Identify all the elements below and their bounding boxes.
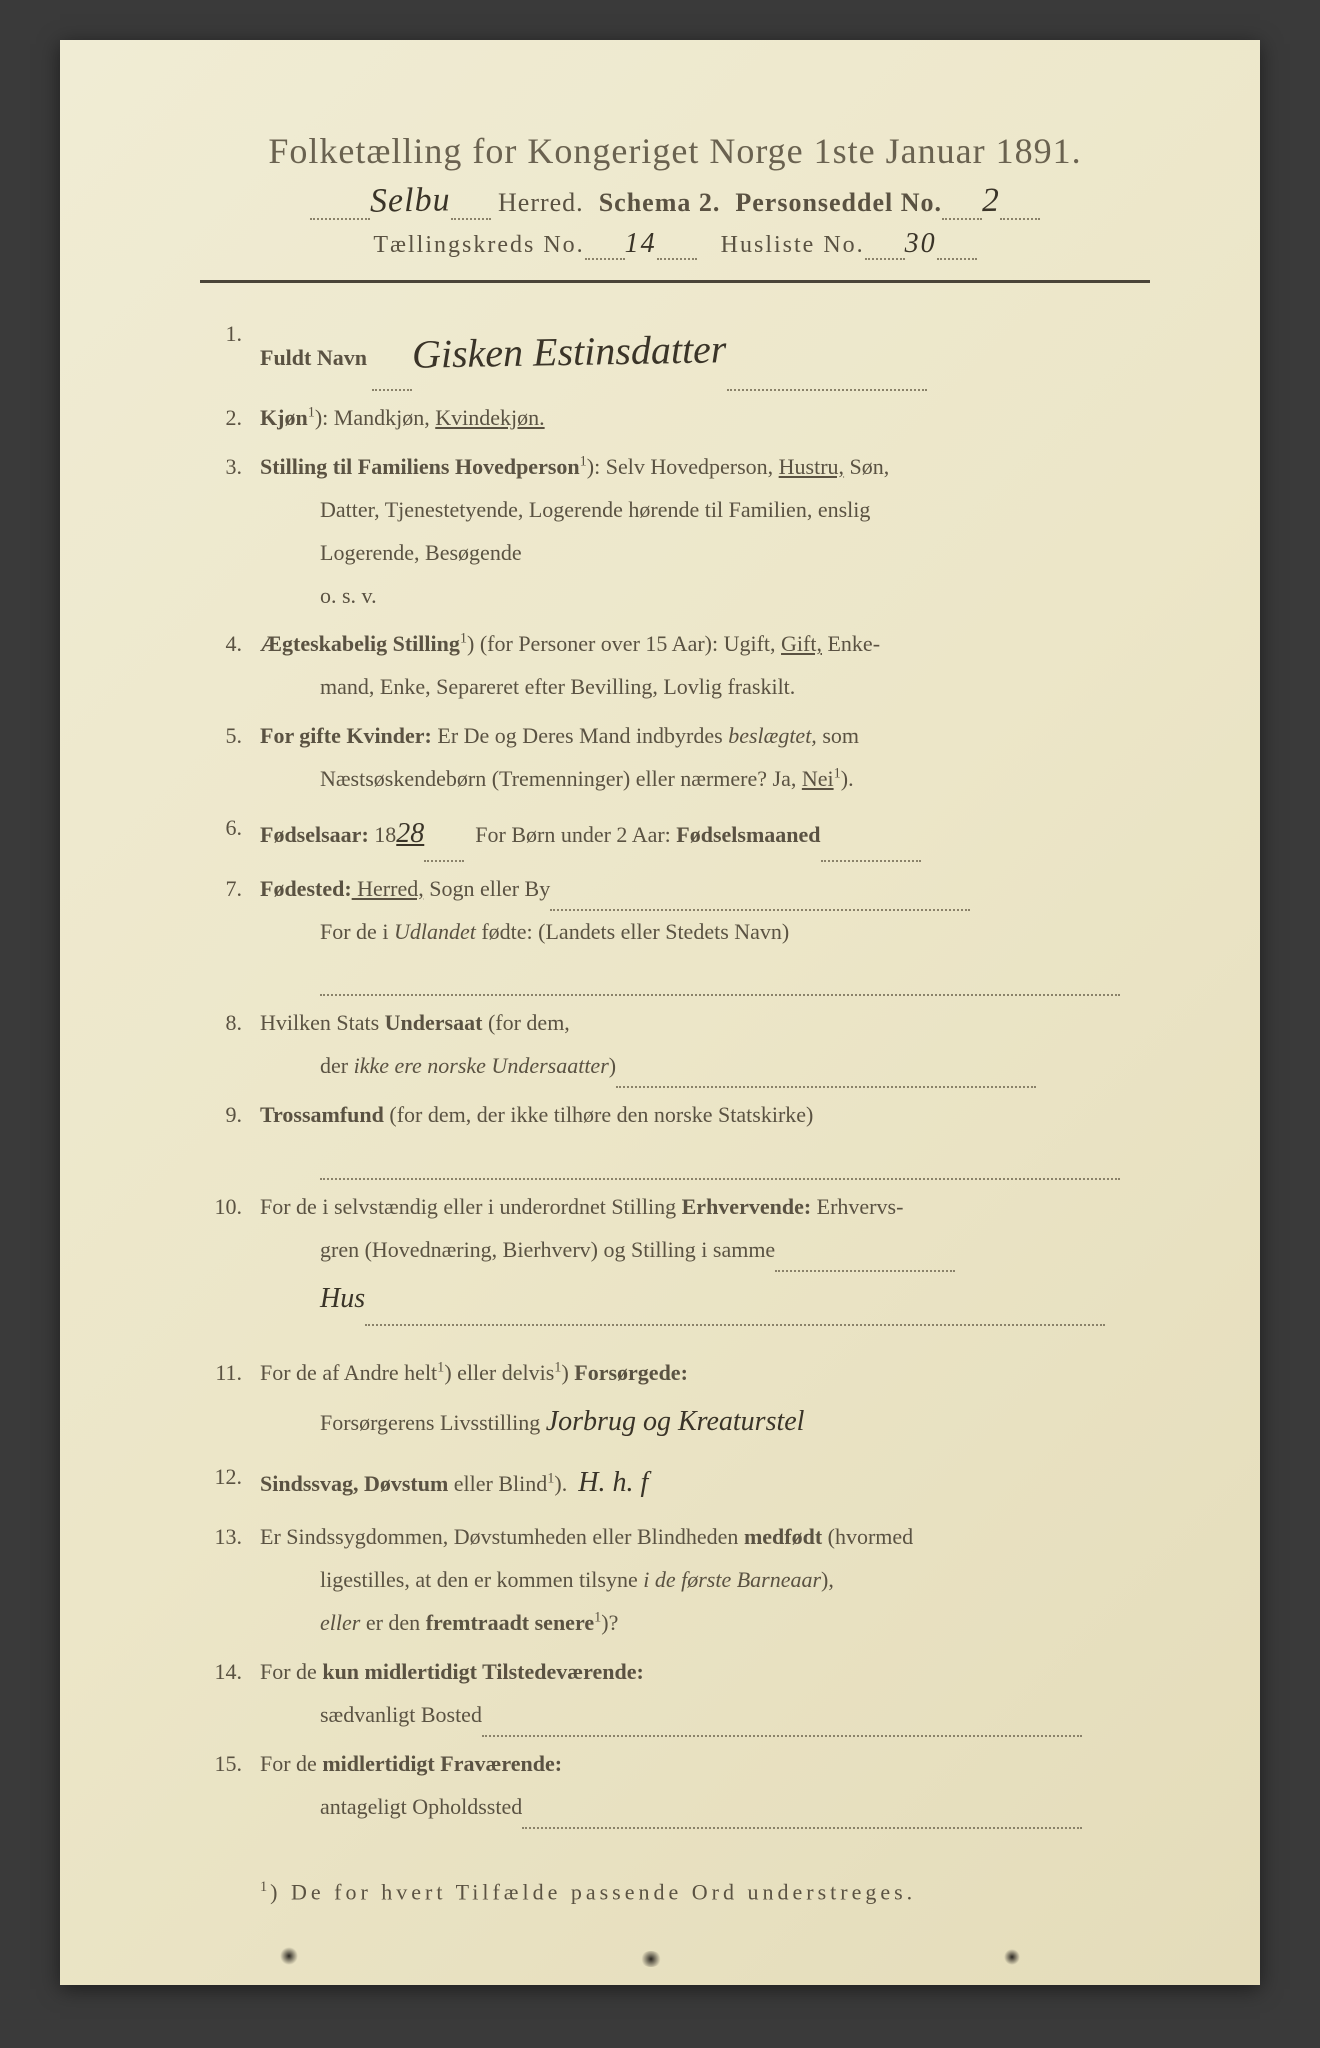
- paper-damage-icon: [640, 1951, 662, 1967]
- husliste-label: Husliste No.: [721, 232, 865, 258]
- item-10-hand: Hus: [320, 1283, 365, 1314]
- personseddel-label: Personseddel No.: [735, 188, 942, 217]
- husliste-no: 30: [905, 228, 937, 259]
- paper-damage-icon: [280, 1947, 298, 1965]
- title-main: Folketælling for Kongeriget Norge 1ste J…: [200, 130, 1150, 172]
- item-10: 10. For de i selvstændig eller i underor…: [200, 1186, 1150, 1326]
- kreds-label: Tællingskreds No.: [373, 232, 584, 258]
- item-5: 5. For gifte Kvinder: Er De og Deres Man…: [200, 715, 1150, 801]
- item-15: 15. For de midlertidigt Fraværende: anta…: [200, 1743, 1150, 1829]
- birth-year: 28: [396, 818, 424, 849]
- item-1-value: Gisken Estinsdatter: [412, 310, 728, 393]
- personseddel-no: 2: [982, 182, 1001, 220]
- item-11-hand: Jorbrug og Kreaturstel: [546, 1406, 805, 1437]
- schema-label: Schema 2.: [599, 188, 721, 217]
- item-2-underlined: Kvindekjøn.: [435, 405, 544, 430]
- paper-damage-icon: [1004, 1949, 1020, 1965]
- item-9: 9. Trossamfund (for dem, der ikke tilhør…: [200, 1094, 1150, 1180]
- form-items: 1. Fuldt Navn Gisken Estinsdatter 2. Kjø…: [200, 313, 1150, 1829]
- item-3: 3. Stilling til Familiens Hovedperson1):…: [200, 446, 1150, 618]
- herred-label: Herred.: [498, 188, 584, 217]
- item-12: 12. Sindssvag, Døvstum eller Blind1). H.…: [200, 1456, 1150, 1511]
- item-13: 13. Er Sindssygdommen, Døvstumheden elle…: [200, 1516, 1150, 1645]
- item-14: 14. For de kun midlertidigt Tilstedevære…: [200, 1651, 1150, 1737]
- item-4: 4. Ægteskabelig Stilling1) (for Personer…: [200, 623, 1150, 709]
- header-line-2: Selbu Herred. Schema 2. Personseddel No.…: [200, 182, 1150, 220]
- item-1: 1. Fuldt Navn Gisken Estinsdatter: [200, 313, 1150, 391]
- item-1-label: Fuldt Navn: [260, 345, 367, 370]
- item-4-label: Ægteskabelig Stilling: [260, 631, 460, 656]
- item-2: 2. Kjøn1): Mandkjøn, Kvindekjøn.: [200, 397, 1150, 440]
- herred-handwritten: Selbu: [370, 181, 451, 220]
- item-7: 7. Fødested: Herred, Sogn eller By For d…: [200, 868, 1150, 997]
- item-7-label: Fødested:: [260, 876, 352, 901]
- item-6: 6. Fødselsaar: 1828 For Børn under 2 Aar…: [200, 807, 1150, 862]
- footnote-text: ) De for hvert Tilfælde passende Ord und…: [270, 1879, 916, 1904]
- item-5-label: For gifte Kvinder:: [260, 723, 432, 748]
- item-3-label: Stilling til Familiens Hovedperson: [260, 454, 580, 479]
- census-form-page: Folketælling for Kongeriget Norge 1ste J…: [60, 40, 1260, 1985]
- item-12-hand: H. h. f: [578, 1467, 648, 1498]
- item-2-label: Kjøn: [260, 405, 308, 430]
- item-8: 8. Hvilken Stats Undersaat (for dem, der…: [200, 1002, 1150, 1088]
- header-line-3: Tællingskreds No. 14 Husliste No. 30: [200, 228, 1150, 260]
- divider-line: [200, 280, 1150, 283]
- item-6-label: Fødselsaar:: [260, 822, 369, 847]
- kreds-no: 14: [625, 228, 657, 259]
- footnote: 1) De for hvert Tilfælde passende Ord un…: [200, 1879, 1150, 1905]
- item-11: 11. For de af Andre helt1) eller delvis1…: [200, 1352, 1150, 1449]
